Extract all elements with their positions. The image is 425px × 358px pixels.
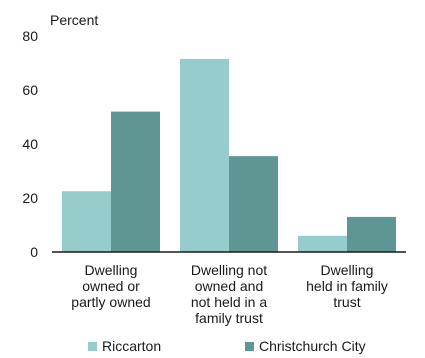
legend-swatch: [245, 342, 254, 351]
bar-riccarton: [62, 191, 111, 252]
bars: [62, 58, 396, 253]
legend: Riccarton Christchurch City: [88, 338, 366, 354]
y-tick-label: 40: [22, 136, 38, 152]
bar-riccarton: [298, 235, 347, 252]
bar-riccarton: [180, 58, 229, 253]
y-tick-label: 20: [22, 190, 38, 206]
bar-christchurch-city: [229, 156, 278, 252]
y-tick-label: 60: [22, 82, 38, 98]
category-labels: Dwelling owned or partly owned Dwelling not…: [71, 262, 388, 326]
y-axis-ticks: 0 20 40 60 80: [22, 28, 38, 260]
bar-christchurch-city: [111, 111, 160, 252]
legend-label: Riccarton: [102, 338, 161, 354]
legend-label: Christchurch City: [259, 338, 366, 354]
y-tick-label: 0: [30, 244, 38, 260]
legend-swatch: [88, 342, 97, 351]
bar-christchurch-city: [347, 216, 396, 252]
y-axis-title: Percent: [50, 12, 98, 28]
category-label: Dwelling not owned and not held in a family…: [191, 262, 267, 326]
category-label: Dwelling owned or partly owned: [71, 262, 150, 310]
category-label: Dwelling held in family trust: [306, 262, 388, 310]
y-tick-label: 80: [22, 28, 38, 44]
